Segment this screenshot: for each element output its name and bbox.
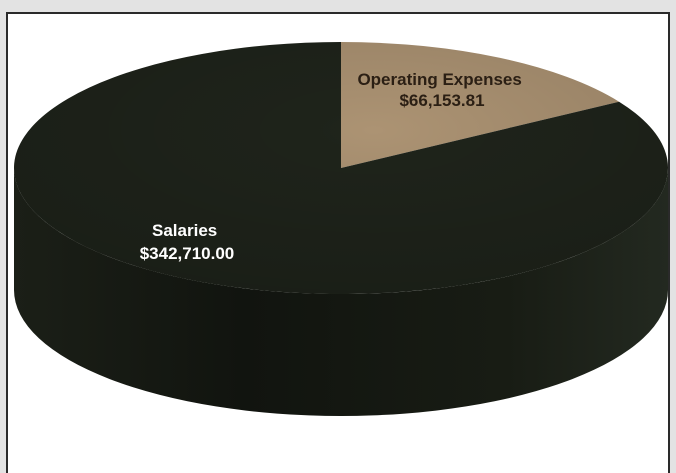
pie-side-rim — [14, 168, 668, 416]
slice-label-salaries: Salaries $342,710.00 — [140, 221, 235, 263]
slice-name-salaries: Salaries — [152, 221, 217, 240]
slice-label-operating-expenses: Operating Expenses $66,153.81 — [357, 70, 526, 110]
slice-value-salaries: $342,710.00 — [140, 244, 235, 263]
slice-value-operating-expenses: $66,153.81 — [399, 91, 484, 110]
slice-name-operating-expenses: Operating Expenses — [357, 70, 521, 89]
